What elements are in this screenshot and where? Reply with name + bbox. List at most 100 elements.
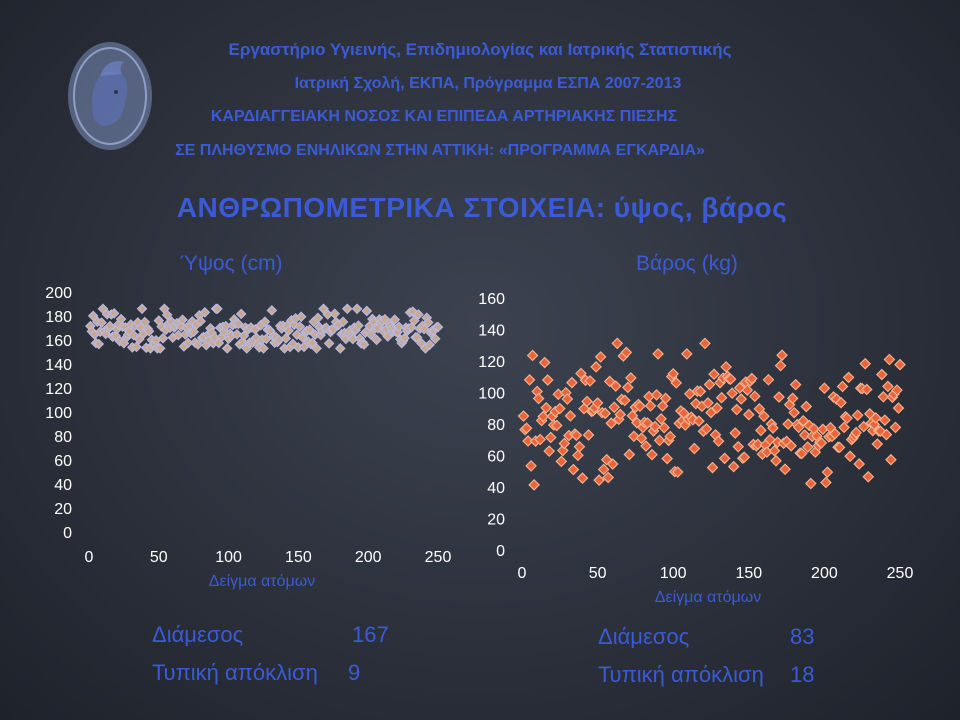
height-data-point — [413, 309, 424, 320]
height-data-point — [287, 338, 299, 350]
weight-data-point — [797, 414, 810, 427]
weight-data-point — [634, 400, 646, 413]
height-y-tick-label: 80 — [54, 429, 72, 446]
height-data-point — [432, 321, 444, 333]
weight-data-point — [789, 378, 802, 391]
weight-data-point — [788, 406, 801, 419]
weight-data-point — [889, 421, 902, 434]
weight-data-point — [708, 368, 720, 381]
height-data-point — [422, 317, 434, 328]
height-data-point — [259, 316, 271, 328]
weight-data-point — [851, 409, 864, 422]
weight-data-point — [883, 353, 896, 366]
weight-data-point — [718, 452, 731, 465]
weight-y-tick-label: 120 — [478, 354, 505, 371]
weight-data-point — [727, 460, 740, 473]
weight-data-point — [874, 425, 887, 437]
weight-data-point — [830, 393, 843, 405]
height-scatter-chart: 0 20 40 60 80 100 120 140 160 180 200 0 50 100 150 200 2… — [45, 285, 452, 590]
weight-data-point — [602, 471, 615, 484]
height-data-point — [238, 330, 250, 342]
height-x-tick-label: 250 — [425, 549, 452, 566]
height-y-tick-label: 120 — [45, 381, 72, 398]
weight-data-point — [850, 426, 863, 439]
weight-data-point — [537, 410, 550, 423]
weight-data-point — [646, 448, 658, 461]
weight-data-point — [573, 440, 586, 453]
weight-data-point — [803, 419, 816, 432]
weight-data-point — [860, 383, 873, 396]
weight-y-tick-label: 40 — [487, 480, 505, 497]
weight-data-point — [653, 434, 666, 447]
height-data-point — [371, 334, 382, 346]
weight-data-point — [594, 351, 607, 363]
height-data-point — [93, 338, 105, 350]
height-data-point — [334, 343, 346, 354]
weight-data-point — [838, 421, 850, 434]
weight-y-tick-label: 80 — [487, 417, 505, 434]
weight-data-point — [767, 422, 779, 434]
height-x-tick-label: 0 — [85, 549, 94, 566]
height-data-point — [199, 307, 211, 318]
weight-y-tick-label: 60 — [487, 449, 505, 466]
height-data-point — [406, 321, 417, 333]
weight-data-point — [688, 442, 701, 455]
weight-data-point — [534, 433, 546, 446]
height-data-point — [358, 339, 370, 350]
weight-data-point — [706, 461, 719, 474]
height-data-point — [235, 308, 247, 320]
height-sd-label: Τυπική απόκλιση — [152, 660, 318, 685]
weight-data-point — [835, 396, 847, 409]
weight-data-point — [606, 458, 619, 470]
height-data-point — [143, 325, 155, 337]
weight-x-tick-label: 100 — [660, 565, 687, 582]
weight-data-point — [590, 360, 602, 373]
weight-data-point — [626, 409, 639, 422]
weight-data-point — [755, 424, 767, 437]
height-chart-title: Ύψος (cm) — [180, 252, 283, 275]
height-y-tick-label: 200 — [45, 285, 72, 302]
weight-data-point — [572, 449, 584, 462]
height-data-point — [295, 311, 307, 323]
height-data-point — [108, 307, 120, 319]
weight-data-point — [611, 337, 624, 350]
weight-data-point — [770, 454, 782, 467]
height-median-value: 167 — [352, 622, 389, 647]
weight-data-point — [608, 401, 621, 414]
height-y-tick-label: 40 — [54, 477, 72, 494]
height-data-point — [157, 332, 169, 344]
weight-data-point — [694, 385, 707, 398]
weight-data-point — [641, 417, 654, 429]
weight-y-tick-label: 0 — [496, 543, 505, 560]
height-data-point — [195, 315, 207, 327]
weight-data-point — [712, 435, 725, 448]
weight-data-point — [566, 376, 578, 389]
weight-data-point — [804, 477, 817, 490]
weight-data-point — [836, 380, 849, 393]
weight-data-point — [786, 392, 799, 405]
weight-data-point — [869, 412, 882, 424]
weight-data-point — [742, 408, 755, 421]
height-data-point — [283, 325, 294, 337]
height-data-point — [351, 303, 363, 315]
weight-data-point — [584, 375, 596, 387]
weight-data-point — [649, 420, 661, 433]
weight-data-point — [735, 393, 748, 405]
weight-data-point — [564, 410, 577, 422]
weight-data-point — [764, 433, 776, 446]
height-data-point — [429, 333, 441, 345]
height-data-point — [136, 303, 148, 315]
height-y-tick-label: 160 — [45, 333, 72, 350]
weight-y-tick-label: 20 — [487, 512, 505, 529]
weight-data-point — [792, 421, 805, 434]
height-data-point — [212, 303, 223, 315]
weight-data-point — [702, 397, 714, 409]
weight-data-point — [599, 407, 612, 420]
weight-data-point — [729, 427, 742, 439]
height-data-point — [280, 332, 292, 344]
height-data-point — [312, 312, 324, 324]
weight-data-point — [868, 418, 881, 431]
weight-data-point — [659, 392, 672, 405]
weight-data-point — [842, 371, 855, 384]
weight-data-point — [857, 420, 870, 433]
